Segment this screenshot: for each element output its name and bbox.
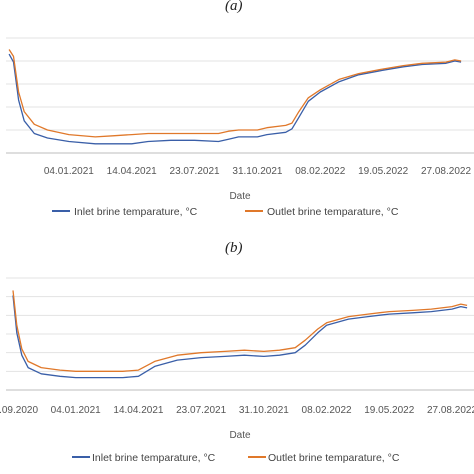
x-tick-label: 04.01.2021 bbox=[51, 405, 101, 416]
x-axis-title: Date bbox=[229, 430, 251, 441]
legend-label: Outlet brine temparature, °C bbox=[267, 206, 399, 218]
x-tick-label: 26.09.2020 bbox=[0, 405, 38, 416]
x-tick-label: 31.10.2021 bbox=[239, 405, 289, 416]
panel-b-label: (b) bbox=[225, 240, 243, 256]
series-line-outlet bbox=[8, 49, 462, 138]
chart-a: 04.01.2021 14.04.2021 23.07.2021 31.10.2021… bbox=[6, 37, 474, 218]
x-tick-label: 27.08.2022 bbox=[427, 405, 474, 416]
panel-a-label: (a) bbox=[225, 0, 243, 14]
series-line-outlet bbox=[12, 290, 468, 372]
x-tick-label: 08.02.2022 bbox=[302, 405, 352, 416]
x-tick-label: 04.01.2021 bbox=[44, 166, 94, 177]
x-tick-label: 14.04.2021 bbox=[113, 405, 163, 416]
x-tick-label: 08.02.2022 bbox=[295, 166, 345, 177]
x-tick-label: 23.07.2021 bbox=[176, 405, 226, 416]
x-tick-label: 27.08.2022 bbox=[421, 166, 471, 177]
x-tick-label: 14.04.2021 bbox=[107, 166, 157, 177]
series-line-inlet bbox=[8, 53, 462, 145]
legend-label: Inlet brine temparature, °C bbox=[92, 452, 216, 464]
series-line-inlet bbox=[12, 295, 468, 379]
x-axis-title: Date bbox=[229, 191, 251, 202]
x-tick-label: 31.10.2021 bbox=[232, 166, 282, 177]
legend-label: Inlet brine temparature, °C bbox=[74, 206, 198, 218]
legend-label: Outlet brine temparature, °C bbox=[268, 452, 400, 464]
x-tick-label: 23.07.2021 bbox=[170, 166, 220, 177]
chart-b: 26.09.2020 04.01.2021 14.04.2021 23.07.2021… bbox=[0, 277, 474, 464]
x-tick-label: 19.05.2022 bbox=[358, 166, 408, 177]
x-tick-label: 19.05.2022 bbox=[364, 405, 414, 416]
